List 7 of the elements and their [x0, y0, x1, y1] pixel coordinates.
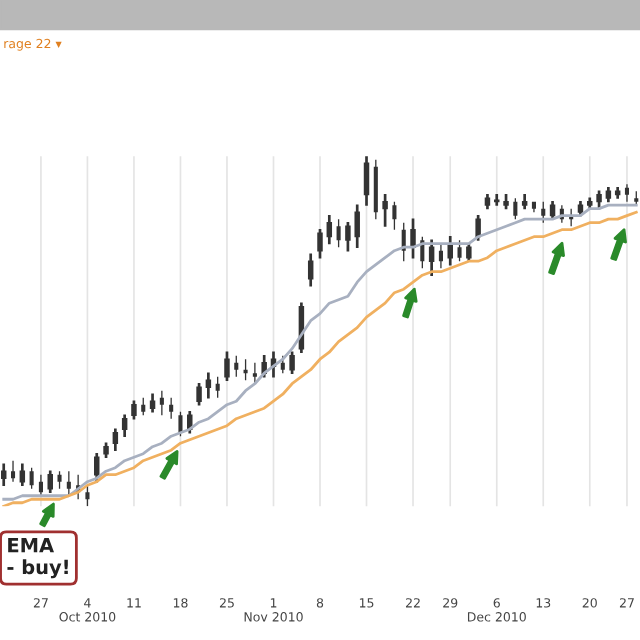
candlestick — [624, 184, 630, 202]
text: EMA - buy! — [7, 538, 68, 579]
candlestick — [10, 460, 16, 482]
candlestick — [494, 193, 500, 206]
candlestick — [57, 471, 62, 489]
candlestick — [159, 390, 164, 416]
candlestick — [252, 362, 257, 384]
